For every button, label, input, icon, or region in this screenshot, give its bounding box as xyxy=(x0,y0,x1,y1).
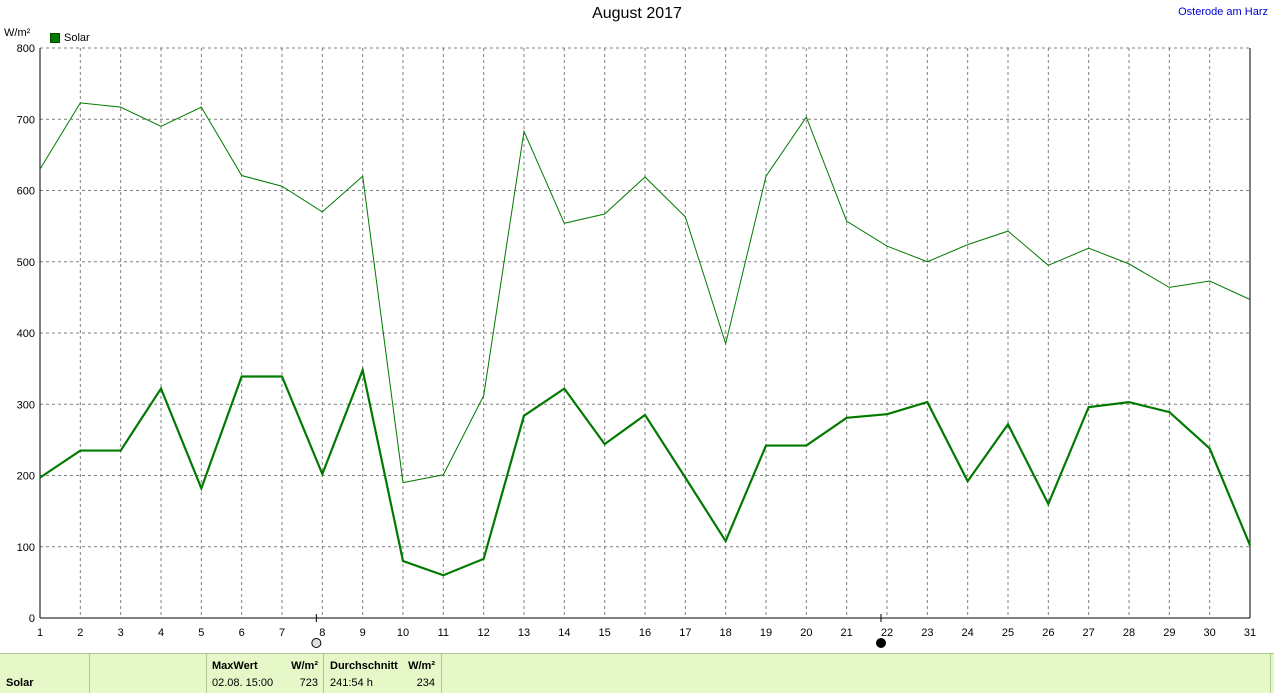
grid xyxy=(40,47,1251,618)
x-tick-label: 30 xyxy=(1204,627,1216,639)
chart-title: August 2017 xyxy=(592,5,682,22)
x-tick-label: 5 xyxy=(198,627,204,639)
new-moon-icon xyxy=(311,638,322,648)
x-tick-label: 24 xyxy=(962,627,974,639)
y-tick-label: 500 xyxy=(17,257,35,269)
x-tick-label: 13 xyxy=(518,627,530,639)
x-tick-label: 10 xyxy=(397,627,409,639)
x-tick-label: 16 xyxy=(639,627,651,639)
max-unit: W/m² xyxy=(291,660,318,672)
x-tick-label: 26 xyxy=(1042,627,1054,639)
max-value: 723 xyxy=(299,677,318,689)
x-tick-label: 18 xyxy=(720,627,732,639)
y-tick-label: 600 xyxy=(17,186,35,198)
x-tick-label: 29 xyxy=(1163,627,1175,639)
full-moon-icon xyxy=(876,638,886,648)
x-tick-label: 17 xyxy=(679,627,691,639)
x-tick-label: 28 xyxy=(1123,627,1135,639)
x-tick-label: 4 xyxy=(158,627,164,639)
x-tick-label: 9 xyxy=(360,627,366,639)
x-tick-label: 22 xyxy=(881,627,893,639)
footer-max-cell: MaxWert W/m² 02.08. 15:00 723 xyxy=(207,654,324,693)
x-tick-label: 12 xyxy=(478,627,490,639)
legend: Solar xyxy=(50,32,90,44)
x-tick-label: 14 xyxy=(558,627,570,639)
max-time: 02.08. 15:00 xyxy=(212,677,274,689)
y-tick-label: 800 xyxy=(17,43,35,55)
y-axis-unit: W/m² xyxy=(4,27,31,39)
avg-value: 234 xyxy=(416,677,435,689)
legend-label: Solar xyxy=(64,32,90,44)
x-tick-label: 23 xyxy=(921,627,933,639)
x-tick-label: 2 xyxy=(77,627,83,639)
y-tick-label: 400 xyxy=(17,328,35,340)
y-tick-label: 300 xyxy=(17,399,35,411)
x-tick-label: 11 xyxy=(438,627,449,639)
y-tick-label: 100 xyxy=(17,542,35,554)
footer-avg-cell: Durchschnitt W/m² 241:54 h 234 xyxy=(324,654,442,693)
x-tick-label: 3 xyxy=(118,627,124,639)
footer-right-edge xyxy=(1270,654,1274,693)
x-tick-label: 7 xyxy=(279,627,285,639)
x-tick-label: 19 xyxy=(760,627,772,639)
avg-heading: Durchschnitt xyxy=(330,660,398,672)
x-tick-label: 15 xyxy=(599,627,611,639)
legend-swatch xyxy=(50,33,60,43)
footer-empty-cell xyxy=(90,654,207,693)
x-tick-label: 6 xyxy=(239,627,245,639)
footer-series-label: Solar xyxy=(6,677,34,689)
avg-unit: W/m² xyxy=(408,660,435,672)
x-tick-label: 8 xyxy=(319,627,325,639)
avg-duration: 241:54 h xyxy=(330,677,373,689)
max-heading: MaxWert xyxy=(212,660,258,672)
x-tick-label: 21 xyxy=(841,627,853,639)
y-tick-label: 0 xyxy=(29,613,35,625)
x-tick-label: 25 xyxy=(1002,627,1014,639)
series-line-mean xyxy=(39,366,1252,577)
series-line-max xyxy=(39,102,1251,484)
y-tick-label: 700 xyxy=(17,114,35,126)
location-label: Osterode am Harz xyxy=(1178,6,1268,18)
x-tick-label: 27 xyxy=(1083,627,1095,639)
summary-footer: Solar MaxWert W/m² 02.08. 15:00 723 Durc… xyxy=(0,653,1274,693)
footer-series-cell: Solar xyxy=(0,654,90,693)
series xyxy=(39,102,1252,577)
x-tick-label: 20 xyxy=(800,627,812,639)
x-tick-label: 1 xyxy=(37,627,43,639)
y-tick-label: 200 xyxy=(17,471,35,483)
x-tick-label: 31 xyxy=(1244,627,1256,639)
moon-markers xyxy=(311,614,886,648)
